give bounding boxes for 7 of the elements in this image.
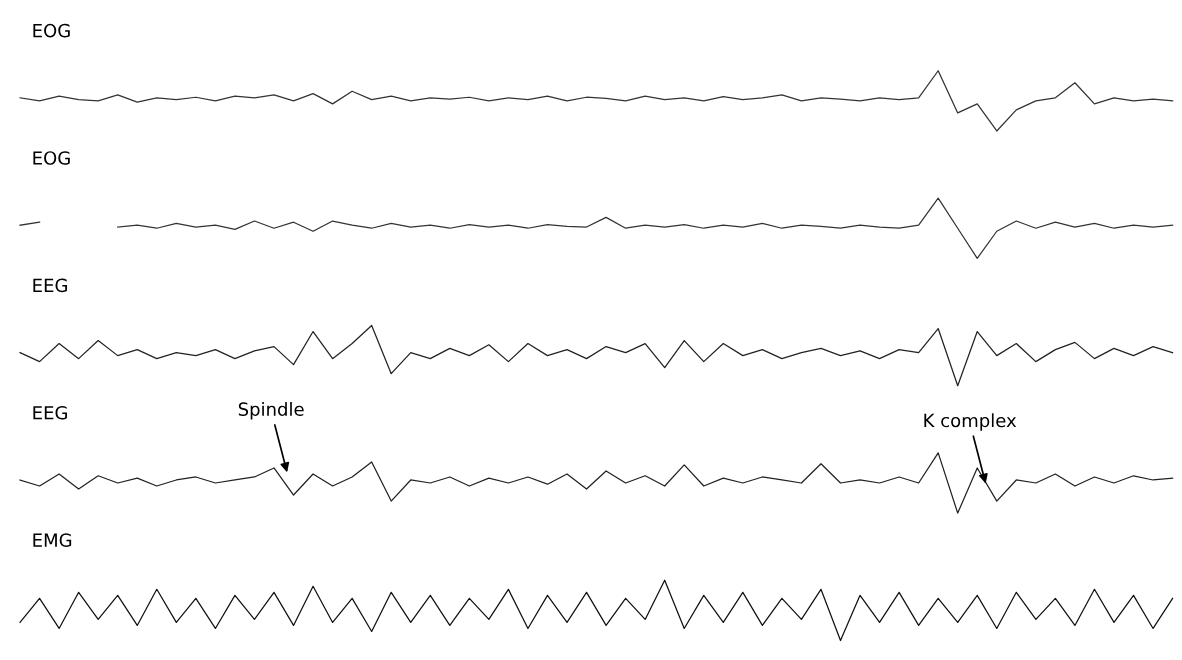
chart-title: EOG [33, 23, 70, 38]
chart-title: EEG [33, 278, 67, 293]
chart-title: EEG [33, 405, 67, 420]
chart-title: EOG [33, 151, 70, 165]
chart-title: EMG [33, 533, 72, 547]
text: Spindle [238, 402, 304, 420]
text: K complex [924, 413, 1017, 431]
